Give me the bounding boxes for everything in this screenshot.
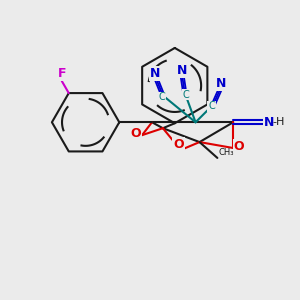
Text: N: N bbox=[176, 64, 187, 77]
Text: CH₃: CH₃ bbox=[218, 148, 234, 157]
Text: N: N bbox=[264, 116, 274, 129]
Text: -H: -H bbox=[273, 117, 285, 127]
Text: C: C bbox=[208, 101, 215, 111]
Text: C: C bbox=[158, 92, 165, 103]
Text: O: O bbox=[234, 140, 244, 152]
Text: N: N bbox=[150, 67, 160, 80]
Text: N: N bbox=[216, 77, 226, 90]
Text: O: O bbox=[173, 138, 184, 151]
Text: F: F bbox=[58, 67, 66, 80]
Text: O: O bbox=[131, 127, 141, 140]
Text: C: C bbox=[182, 89, 189, 100]
